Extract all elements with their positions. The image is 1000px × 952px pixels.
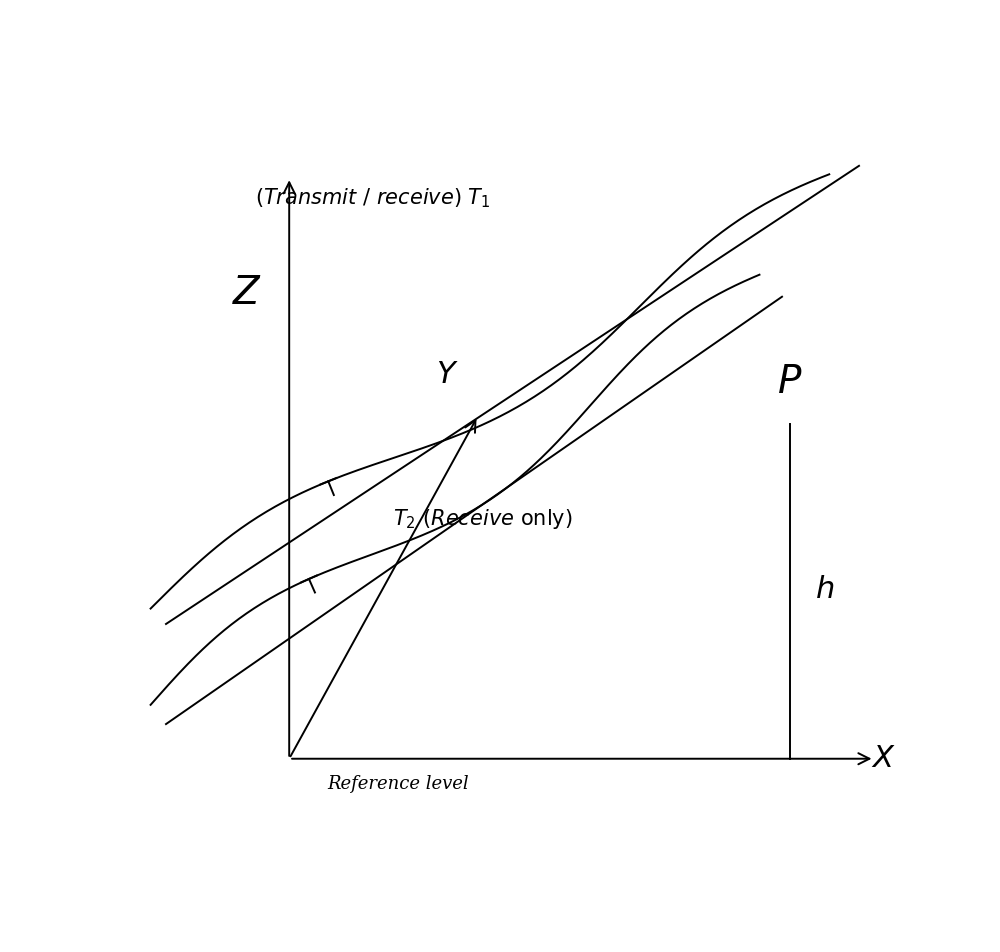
Text: $P$: $P$ (777, 363, 802, 401)
Text: $h$: $h$ (815, 575, 834, 604)
Text: $(Transmit\ /\ receive)\ T_1$: $(Transmit\ /\ receive)\ T_1$ (255, 187, 490, 209)
Text: $T_2\ (Receive\ \mathrm{only})$: $T_2\ (Receive\ \mathrm{only})$ (393, 507, 573, 531)
Text: $X$: $X$ (871, 744, 896, 773)
Text: $Z$: $Z$ (232, 274, 262, 312)
Text: Reference level: Reference level (328, 775, 469, 793)
Text: $Y$: $Y$ (436, 360, 458, 389)
